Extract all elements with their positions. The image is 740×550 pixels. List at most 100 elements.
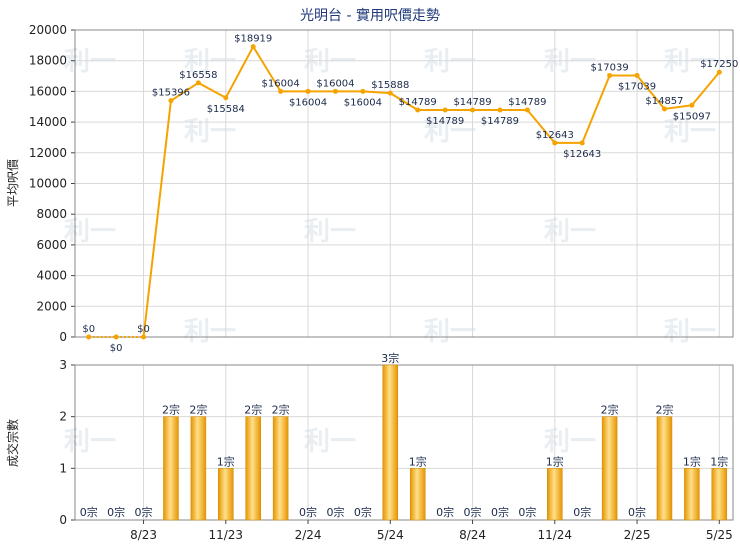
line-segment: [142, 100, 172, 338]
line-segment: [526, 109, 556, 144]
bar-data-label: 0宗: [354, 505, 372, 519]
watermark-text: 利一: [424, 47, 476, 77]
line-point: [634, 72, 640, 78]
line-data-label: $16004: [316, 78, 354, 89]
bar-data-label: 0宗: [135, 505, 153, 519]
line-data-label: $12643: [536, 130, 574, 141]
bar-data-label: 2宗: [189, 403, 207, 417]
transaction-bar-panel: 0 1 2 3 0宗 0宗 0宗 2宗 2宗 1宗 2宗 2宗 0宗 0宗 0宗 3宗 1宗 0宗 0宗 0宗 0宗 1宗…: [59, 351, 734, 542]
line-data-label: $15584: [207, 104, 245, 115]
bar-data-label: 0宗: [326, 505, 344, 519]
bar-data-label: 1宗: [409, 454, 427, 468]
top-y-tick-label: 20000: [29, 23, 67, 37]
line-data-label: $14789: [399, 97, 437, 108]
line-point: [278, 88, 284, 94]
line-point: [195, 80, 201, 86]
line-data-label: $16004: [262, 78, 300, 89]
top-y-tick-label: 8000: [36, 207, 67, 221]
line-point: [141, 334, 147, 340]
bar: [547, 468, 563, 521]
bar-data-label: 0宗: [464, 505, 482, 519]
watermark-text: 利一: [424, 317, 476, 347]
watermark-text: 利一: [184, 47, 236, 77]
line-data-label: $14789: [453, 97, 491, 108]
line-point: [524, 107, 530, 113]
watermark-text: 利一: [184, 117, 236, 147]
line-segment: [664, 104, 693, 110]
line-data-label: $0: [82, 324, 95, 335]
line-data-label: $15888: [371, 80, 409, 91]
watermark-text: 利一: [664, 317, 716, 347]
line-data-label: $17039: [618, 81, 656, 92]
line-point: [332, 88, 338, 94]
line-point: [387, 90, 393, 96]
x-axis-tick-label: 5/25: [706, 528, 733, 542]
bar: [711, 468, 728, 521]
bar-data-label: 0宗: [573, 505, 591, 519]
line-data-label: $14789: [426, 116, 464, 127]
bar: [601, 416, 618, 521]
line-point: [716, 69, 722, 75]
bottom-y-tick-label: 3: [59, 358, 67, 372]
bottom-y-tick-label: 1: [59, 461, 67, 475]
line-point: [579, 140, 585, 146]
line-data-label: $17250: [700, 59, 738, 70]
x-axis-tick-label: 8/23: [130, 528, 157, 542]
top-y-tick-label: 16000: [29, 84, 67, 98]
line-point: [552, 140, 558, 146]
line-segment: [224, 46, 255, 99]
bar-data-label: 1宗: [217, 454, 235, 468]
bar: [272, 416, 289, 521]
line-point: [168, 98, 174, 104]
chart-title: 光明台 - 實用呎價走勢: [300, 7, 440, 24]
watermark-text: 利一: [664, 47, 716, 77]
line-point: [305, 88, 311, 94]
line-point: [661, 106, 667, 112]
bar: [190, 416, 207, 521]
bar: [684, 468, 700, 521]
bar-data-label: 1宗: [710, 454, 728, 468]
line-segment: [389, 92, 419, 111]
line-data-label: $0: [110, 343, 123, 354]
bar-data-label: 2宗: [601, 403, 619, 417]
line-data-label: $15097: [673, 111, 711, 122]
x-axis-tick-label: 2/25: [624, 528, 651, 542]
line-data-label: $0: [137, 324, 150, 335]
top-y-tick-label: 2000: [36, 299, 67, 313]
line-data-label: $16004: [344, 97, 382, 108]
line-data-label: $16558: [179, 70, 217, 81]
watermark-text: 利一: [64, 217, 116, 247]
bar: [382, 364, 399, 521]
bar-data-label: 0宗: [518, 505, 536, 519]
line-segment: [252, 46, 282, 92]
bottom-y-tick-label: 2: [59, 410, 67, 424]
line-data-label: $14789: [481, 116, 519, 127]
line-segment: [581, 75, 611, 144]
line-point: [607, 72, 613, 78]
line-point: [415, 107, 421, 113]
line-point: [86, 334, 92, 340]
line-data-label: $16004: [289, 97, 327, 108]
bar-data-label: 0宗: [107, 505, 125, 519]
line-data-label: $15396: [152, 88, 190, 99]
watermark-text: 利一: [544, 217, 596, 247]
top-y-tick-label: 12000: [29, 146, 67, 160]
bar-data-label: 2宗: [272, 403, 290, 417]
bar: [218, 468, 234, 521]
top-y-tick-label: 6000: [36, 238, 67, 252]
line-point: [497, 107, 503, 113]
bar: [409, 468, 426, 521]
bar-data-label: 0宗: [436, 505, 454, 519]
bar-data-label: 3宗: [381, 351, 399, 365]
bar: [245, 416, 261, 521]
top-y-axis-label: 平均呎價: [6, 159, 20, 207]
bar-data-label: 1宗: [546, 454, 564, 468]
line-point: [442, 107, 448, 113]
line-data-label: $14857: [645, 96, 683, 107]
bar-data-label: 2宗: [244, 403, 262, 417]
line-data-label: $17039: [591, 62, 629, 73]
bottom-y-tick-label: 0: [59, 513, 67, 527]
watermark-text: 利一: [544, 47, 596, 77]
